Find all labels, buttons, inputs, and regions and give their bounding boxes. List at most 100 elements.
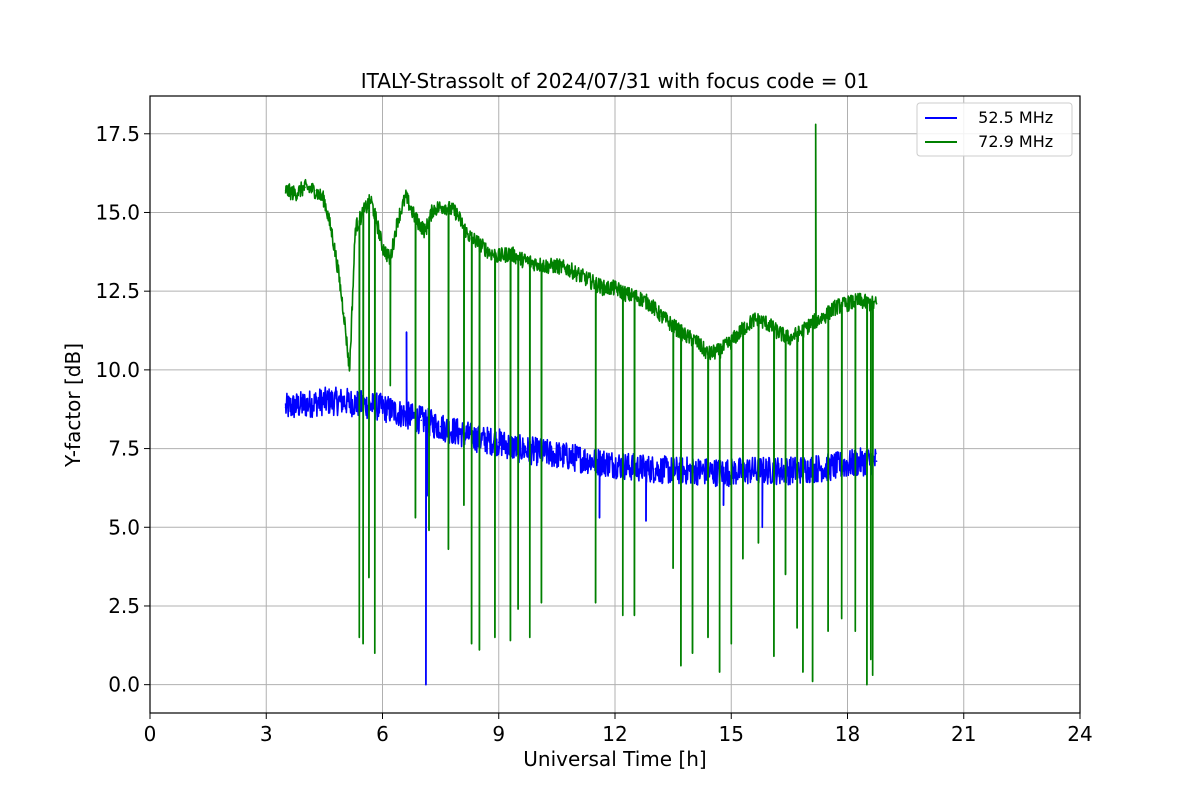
data-point-72-9-mhz xyxy=(466,233,469,236)
data-point-72-9-mhz xyxy=(497,255,500,258)
data-point-52-5-mhz xyxy=(401,413,403,415)
data-point-72-9-mhz xyxy=(835,306,837,308)
data-point-52-5-mhz xyxy=(788,469,791,472)
y-tick-label: 12.5 xyxy=(95,279,140,303)
data-point-52-5-mhz xyxy=(711,471,713,473)
data-point-72-9-mhz xyxy=(846,302,849,305)
data-point-72-9-mhz xyxy=(753,318,756,321)
chart-title: ITALY-Strassolt of 2024/07/31 with focus… xyxy=(361,69,870,93)
series-line-72-9-mhz xyxy=(284,123,878,686)
data-point-52-5-mhz xyxy=(536,450,539,453)
data-point-72-9-mhz xyxy=(354,227,357,230)
data-point-72-9-mhz xyxy=(323,199,326,201)
data-point-52-5-mhz xyxy=(652,468,655,470)
data-point-72-9-mhz xyxy=(397,217,399,220)
data-point-72-9-mhz xyxy=(432,208,434,211)
x-tick-label: 12 xyxy=(602,722,627,746)
y-tick-label: 17.5 xyxy=(95,122,140,146)
data-point-72-9-mhz xyxy=(858,299,860,302)
data-point-72-9-mhz xyxy=(776,331,779,333)
legend-label-72-9-mhz: 72.9 MHz xyxy=(968,132,1053,151)
y-tick-label: 15.0 xyxy=(95,200,140,224)
data-point-52-5-mhz xyxy=(556,454,558,456)
y-tick-label: 0.0 xyxy=(108,673,140,697)
data-point-72-9-mhz xyxy=(800,331,802,333)
data-point-72-9-mhz xyxy=(590,280,593,283)
x-tick-label: 0 xyxy=(144,722,157,746)
data-point-52-5-mhz xyxy=(420,419,423,422)
data-point-72-9-mhz xyxy=(294,192,297,195)
data-point-52-5-mhz xyxy=(439,425,442,428)
data-point-52-5-mhz xyxy=(614,463,616,466)
data-point-52-5-mhz xyxy=(342,400,345,403)
data-point-72-9-mhz xyxy=(455,211,457,214)
legend-label-52-5-mhz: 52.5 MHz xyxy=(968,108,1053,127)
x-tick-label: 3 xyxy=(260,722,273,746)
y-tick-label: 7.5 xyxy=(108,437,140,461)
x-tick-label: 24 xyxy=(1067,722,1092,746)
y-tick-label: 2.5 xyxy=(108,594,140,618)
data-point-72-9-mhz xyxy=(788,337,791,340)
series-line-52-5-mhz xyxy=(284,331,877,686)
data-point-52-5-mhz xyxy=(749,469,752,472)
data-point-72-9-mhz xyxy=(532,262,535,264)
data-point-72-9-mhz xyxy=(683,334,686,337)
data-point-72-9-mhz xyxy=(404,195,407,198)
y-tick-label: 10.0 xyxy=(95,358,140,382)
data-point-72-9-mhz xyxy=(567,268,570,270)
data-point-72-9-mhz xyxy=(313,189,316,192)
data-point-52-5-mhz xyxy=(497,441,500,444)
y-axis-label: Y-factor [dB] xyxy=(61,343,85,468)
data-point-72-9-mhz xyxy=(637,296,640,299)
data-point-72-9-mhz xyxy=(443,205,446,207)
data-point-52-5-mhz xyxy=(807,468,810,470)
x-tick-label: 6 xyxy=(376,722,389,746)
data-point-52-5-mhz xyxy=(381,406,384,409)
data-point-72-9-mhz xyxy=(348,369,351,371)
data-point-52-5-mhz xyxy=(304,403,306,406)
data-point-72-9-mhz xyxy=(823,315,826,318)
data-point-72-9-mhz xyxy=(625,293,628,296)
data-point-52-5-mhz xyxy=(575,457,578,459)
data-point-72-9-mhz xyxy=(342,312,345,315)
y-axis-ticks: 0.0 2.5 5.0 7.5 10.0 12.5 15.0 17.5 xyxy=(95,122,150,697)
data-series xyxy=(284,123,878,686)
data-point-72-9-mhz xyxy=(381,246,384,248)
data-point-72-9-mhz xyxy=(370,199,372,201)
data-point-72-9-mhz xyxy=(337,268,339,270)
y-tick-label: 5.0 xyxy=(108,515,140,539)
data-point-52-5-mhz xyxy=(284,406,287,409)
x-tick-label: 21 xyxy=(951,722,976,746)
data-point-72-9-mhz xyxy=(602,287,605,289)
series-72-9-mhz xyxy=(284,123,878,686)
data-point-52-5-mhz xyxy=(875,460,878,462)
data-point-72-9-mhz xyxy=(579,274,581,277)
data-point-72-9-mhz xyxy=(284,189,287,192)
x-axis-ticks: 0 3 6 9 12 15 18 21 24 xyxy=(144,713,1093,746)
data-point-72-9-mhz xyxy=(614,287,616,289)
data-point-72-9-mhz xyxy=(765,321,767,324)
x-tick-label: 9 xyxy=(492,722,505,746)
x-tick-label: 18 xyxy=(835,722,860,746)
data-point-72-9-mhz xyxy=(660,315,663,318)
data-point-72-9-mhz xyxy=(556,265,558,267)
data-point-72-9-mhz xyxy=(649,302,651,305)
x-axis-label: Universal Time [h] xyxy=(523,747,706,771)
data-point-72-9-mhz xyxy=(544,265,547,267)
data-point-72-9-mhz xyxy=(375,221,378,223)
data-point-72-9-mhz xyxy=(521,258,523,261)
data-point-72-9-mhz xyxy=(695,340,698,343)
x-tick-label: 15 xyxy=(719,722,744,746)
data-point-52-5-mhz xyxy=(846,463,849,466)
data-point-72-9-mhz xyxy=(304,186,306,189)
data-point-72-9-mhz xyxy=(875,302,878,305)
series-52-5-mhz xyxy=(284,331,878,686)
legend: 52.5 MHz 72.9 MHz xyxy=(916,102,1073,157)
data-point-72-9-mhz xyxy=(331,233,333,236)
data-point-52-5-mhz xyxy=(323,400,326,403)
data-point-52-5-mhz xyxy=(769,469,771,472)
data-point-72-9-mhz xyxy=(424,230,426,233)
data-point-72-9-mhz xyxy=(490,252,492,255)
data-point-52-5-mhz xyxy=(459,432,461,434)
